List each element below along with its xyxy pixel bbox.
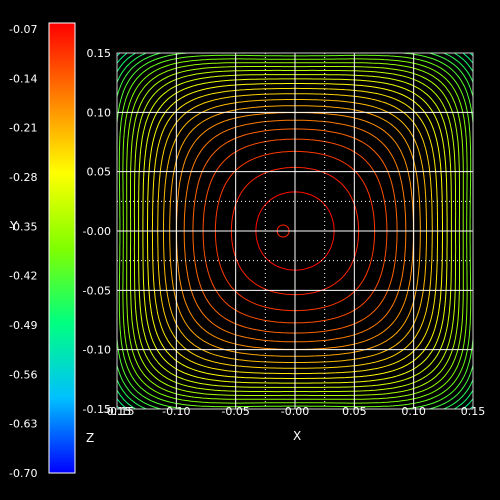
colorbar-tick-label: -0.14 [9,72,37,85]
x-tick-label: -0.15 [103,405,131,418]
contour-level-line [202,138,388,324]
contour-level-line [163,99,427,363]
y-tick-label: 0.15 [87,47,112,60]
colorbar-tick-label: -0.70 [9,467,37,480]
y-tick-label: -0.15 [83,403,111,416]
contour-level-line [118,54,472,408]
x-tick-label: -0.05 [221,405,249,418]
contour-level-line [142,78,448,384]
x-tick-label: 0.05 [342,405,367,418]
y-tick-label: -0.05 [83,284,111,297]
contour-level-line [122,58,468,404]
colorbar-tick-label: -0.21 [9,122,37,135]
contour-level-line [117,53,473,409]
y-tick-label: 0.05 [87,166,112,179]
x-tick-label: 0.15 [461,405,486,418]
contour-level-line [138,74,452,388]
colorbar-tick-label: -0.07 [9,23,37,36]
contour-level-line [157,93,433,369]
plot-border [116,52,474,410]
contour-level-line [117,53,473,409]
contour-level-line [130,66,460,396]
colorbar-tick-label: -0.49 [9,319,37,332]
z-axis-label: Z [86,431,94,445]
colorbar-tick-label: -0.63 [9,418,37,431]
x-tick-label: -0.00 [281,405,309,418]
y-tick-label: 0.10 [87,106,112,119]
contour-level-line [126,62,464,400]
contour-level-line [151,87,439,375]
y-axis-ticks: 0.15 0.10 0.05 -0.00 -0.05 -0.10 -0.15 [83,47,111,416]
contour-level-line [214,150,376,312]
colorbar-tick-label: -0.35 [9,220,37,233]
contour-level-line [183,119,407,343]
contour-level-line [192,128,398,334]
colorbar-tick-label: -0.56 [9,368,37,381]
contour-level-line [176,112,414,350]
contour-level-line [169,105,421,357]
y-axis-label: Y [9,219,18,233]
x-axis-ticks: -0.15 -0.10 -0.05 -0.00 0.05 0.10 0.15 [103,405,485,418]
contour-level-line [117,53,473,409]
colorbar-tick-label: -0.28 [9,171,37,184]
x-tick-label: 0.10 [401,405,426,418]
colorbar [48,22,76,474]
x-tick-label: -0.10 [162,405,190,418]
contour-level-line [117,53,473,409]
contour-level-line [117,53,473,409]
contour-level-line [255,191,335,271]
contour-level-line [147,83,443,379]
x-axis-label: X [293,429,301,443]
x-tick-overlap: -0.15 [106,405,134,418]
inner-dotted-grid [117,53,473,409]
y-tick-label: -0.10 [83,344,111,357]
colorbar-tick-label: -0.42 [9,270,37,283]
y-tick-label: -0.00 [83,225,111,238]
colorbar-ticks: -0.07 -0.14 -0.21 -0.28 -0.35 -0.42 -0.49 -0.56… [9,23,37,480]
